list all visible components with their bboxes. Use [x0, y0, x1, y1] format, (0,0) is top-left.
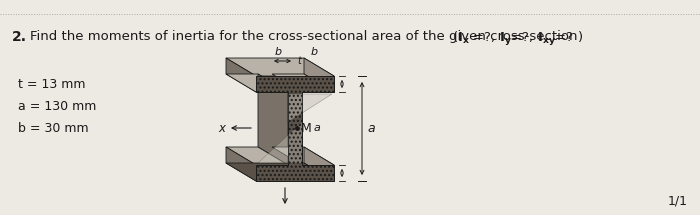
Polygon shape: [258, 74, 272, 147]
Text: t: t: [297, 56, 301, 66]
Polygon shape: [226, 58, 304, 74]
Polygon shape: [304, 147, 334, 181]
Text: a: a: [367, 122, 374, 135]
Polygon shape: [272, 147, 334, 165]
Polygon shape: [226, 163, 334, 181]
Polygon shape: [258, 122, 302, 163]
Polygon shape: [304, 58, 334, 92]
Text: b: b: [274, 47, 281, 57]
Polygon shape: [272, 74, 334, 92]
Polygon shape: [226, 58, 334, 76]
Text: a: a: [314, 123, 321, 133]
Polygon shape: [226, 74, 288, 92]
Polygon shape: [226, 58, 256, 92]
Text: 2.: 2.: [12, 30, 27, 44]
Polygon shape: [288, 94, 332, 122]
Text: x: x: [218, 123, 225, 135]
Text: b = 30 mm: b = 30 mm: [18, 122, 89, 135]
Text: y: y: [281, 213, 288, 215]
Polygon shape: [226, 147, 288, 165]
Polygon shape: [256, 76, 334, 181]
Text: 1/1: 1/1: [668, 194, 688, 207]
Text: t = 13 mm: t = 13 mm: [18, 78, 85, 91]
Text: b: b: [310, 47, 318, 57]
Polygon shape: [258, 74, 288, 165]
Text: $(\mathbf{I_x}$ =?, $\mathbf{I_y}$=?, $\mathbf{I_{xy}}$=? ): $(\mathbf{I_x}$ =?, $\mathbf{I_y}$=?, $\…: [452, 30, 583, 48]
Text: a = 130 mm: a = 130 mm: [18, 100, 97, 113]
Text: Find the moments of inertia for the cross-sectional area of the given cross-sect: Find the moments of inertia for the cros…: [30, 30, 582, 43]
Text: M: M: [301, 121, 312, 135]
Polygon shape: [226, 147, 256, 181]
Polygon shape: [226, 147, 304, 163]
